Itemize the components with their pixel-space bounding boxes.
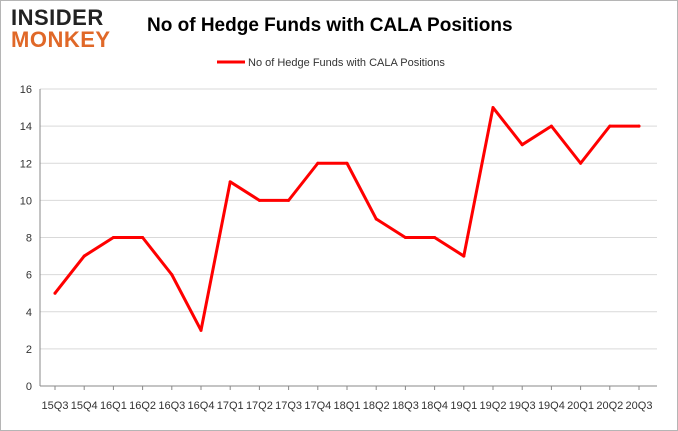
y-tick-label: 16 xyxy=(20,84,32,96)
data-point xyxy=(462,254,466,258)
data-point xyxy=(316,161,320,165)
data-point xyxy=(579,161,583,165)
x-tick-label: 16Q2 xyxy=(129,400,156,412)
y-tick-label: 14 xyxy=(20,121,32,133)
x-tick-label: 15Q3 xyxy=(42,400,69,412)
x-tick-label: 18Q4 xyxy=(421,400,448,412)
y-tick-label: 8 xyxy=(26,233,32,245)
x-tick-label: 19Q3 xyxy=(509,400,536,412)
data-point xyxy=(199,328,203,332)
data-point xyxy=(228,180,232,184)
x-tick-label: 18Q2 xyxy=(363,400,390,412)
legend-label: No of Hedge Funds with CALA Positions xyxy=(248,57,445,69)
insider-monkey-logo: INSIDER MONKEY xyxy=(11,7,127,51)
y-tick-label: 12 xyxy=(20,158,32,170)
logo-line-2: MONKEY xyxy=(11,27,111,52)
x-tick-label: 16Q4 xyxy=(188,400,215,412)
series-line xyxy=(53,106,641,332)
axes xyxy=(39,89,657,390)
x-tick-label: 20Q2 xyxy=(596,400,623,412)
data-point xyxy=(374,217,378,221)
logo-line-1: INSIDER xyxy=(11,5,104,30)
x-tick-label: 19Q1 xyxy=(450,400,477,412)
data-point xyxy=(433,236,437,239)
data-point xyxy=(491,106,495,110)
data-point xyxy=(141,236,145,239)
x-tick-label: 16Q1 xyxy=(100,400,127,412)
y-tick-label: 0 xyxy=(26,381,32,393)
legend: No of Hedge Funds with CALA Positions xyxy=(217,57,445,69)
x-tick-label: 17Q1 xyxy=(217,400,244,412)
data-point xyxy=(403,236,407,239)
data-point xyxy=(549,124,553,128)
chart-title: No of Hedge Funds with CALA Positions xyxy=(147,15,513,36)
y-tick-labels: 0 2 4 6 8 10 12 14 16 xyxy=(20,84,32,393)
x-tick-label: 15Q4 xyxy=(71,400,98,412)
data-point xyxy=(111,236,115,239)
y-tick-label: 6 xyxy=(26,270,32,282)
data-point xyxy=(345,161,349,165)
x-tick-label: 18Q3 xyxy=(392,400,419,412)
data-point xyxy=(257,198,261,202)
data-point xyxy=(170,273,174,277)
data-point xyxy=(608,124,612,128)
data-point xyxy=(53,291,57,295)
grid-lines xyxy=(40,88,657,350)
x-tick-labels: 15Q3 15Q4 16Q1 16Q2 16Q3 16Q4 17Q1 17Q2 17Q3 17Q4… xyxy=(42,400,653,412)
data-point xyxy=(82,254,86,258)
x-tick-label: 16Q3 xyxy=(158,400,185,412)
x-tick-label: 20Q1 xyxy=(567,400,594,412)
x-tick-label: 17Q4 xyxy=(304,400,331,412)
x-tick-label: 17Q2 xyxy=(246,400,273,412)
x-tick-label: 18Q1 xyxy=(334,400,361,412)
y-tick-label: 10 xyxy=(20,195,32,207)
data-point xyxy=(287,198,291,202)
y-tick-label: 4 xyxy=(26,307,32,319)
data-point xyxy=(637,124,641,128)
x-tick-label: 19Q2 xyxy=(480,400,507,412)
x-tick-label: 20Q3 xyxy=(626,400,653,412)
x-tick-label: 19Q4 xyxy=(538,400,565,412)
y-tick-label: 2 xyxy=(26,344,32,356)
series-layer xyxy=(53,106,641,332)
data-point xyxy=(520,143,524,147)
x-tick-label: 17Q3 xyxy=(275,400,302,412)
